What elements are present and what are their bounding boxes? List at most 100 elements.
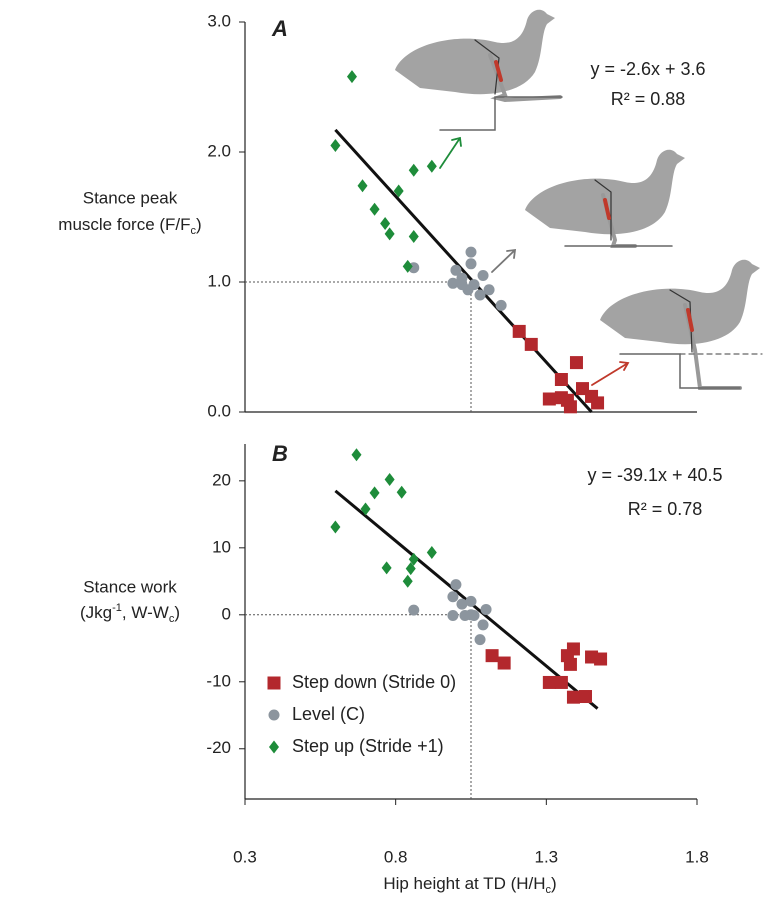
marker-diamond (369, 486, 380, 500)
y-tick-label: 10 (212, 537, 231, 556)
marker-square (594, 652, 608, 666)
marker-square (566, 690, 580, 704)
arrows (439, 136, 630, 386)
x-tick-label: 1.3 (535, 847, 559, 866)
y-tick-label: 2.0 (207, 141, 231, 160)
marker-circle (447, 609, 459, 621)
marker-square (566, 642, 580, 656)
marker-circle (465, 609, 477, 621)
marker-diamond (346, 70, 357, 84)
marker-square (485, 649, 499, 663)
label-part: c (169, 613, 175, 625)
marker-circle (456, 279, 468, 291)
marker-diamond (330, 139, 341, 152)
y-tick-label: 20 (212, 470, 231, 489)
marker-square (569, 356, 583, 370)
y-label: Stance peak (83, 188, 178, 207)
marker-diamond (380, 217, 391, 230)
marker-diamond (402, 574, 413, 588)
label-part: , W-W (122, 603, 169, 622)
marker-circle (474, 634, 486, 646)
marker-square (579, 690, 593, 704)
label-part: ) (196, 215, 202, 234)
bird-level (525, 149, 685, 248)
marker-diamond (408, 230, 419, 243)
marker-square (554, 675, 568, 689)
marker-diamond (408, 163, 419, 177)
x-tick-label: 0.8 (384, 847, 408, 866)
marker-diamond (384, 473, 395, 486)
marker-square (563, 657, 577, 671)
marker-circle (495, 299, 507, 311)
y-tick-label: 0.0 (207, 401, 231, 420)
y-label: Stance work (83, 577, 177, 596)
marker-diamond (357, 179, 368, 193)
marker-square (554, 373, 568, 386)
label-part: (Jkg (80, 603, 112, 622)
marker-diamond (396, 485, 407, 499)
marker-diamond (351, 448, 362, 462)
equation: y = -2.6x + 3.6 (590, 59, 705, 79)
r-squared: R² = 0.88 (611, 89, 686, 109)
marker-circle (477, 270, 489, 281)
marker-square (524, 337, 538, 351)
marker-square (542, 392, 556, 406)
y-tick-label: -20 (206, 738, 231, 757)
marker-circle (465, 258, 477, 270)
marker-circle (450, 264, 462, 276)
x-tick-label: 1.8 (685, 847, 709, 866)
legend-label: Step up (Stride +1) (292, 736, 444, 756)
marker-circle (447, 277, 459, 289)
y-tick-label: 0 (222, 604, 231, 623)
marker-diamond (426, 546, 437, 560)
r-squared: R² = 0.78 (628, 499, 703, 519)
y-tick-label: 1.0 (207, 271, 231, 290)
marker-diamond (330, 520, 341, 534)
marker-circle (447, 591, 459, 603)
marker-diamond (405, 562, 416, 576)
marker-diamond (402, 259, 413, 273)
marker-circle (465, 246, 477, 258)
y-label: muscle force (F/Fc) (58, 215, 201, 236)
fit-line (334, 128, 593, 414)
marker-circle (456, 598, 468, 610)
marker-diamond (381, 561, 392, 575)
marker-diamond (369, 202, 380, 216)
bird-step-down (600, 259, 763, 390)
illustrations (395, 9, 763, 390)
marker-square (512, 324, 526, 338)
x-tick-label: 0.3 (233, 847, 257, 866)
x-label: Hip height at TD (H/Hc) (383, 874, 556, 895)
label-part: muscle force (F/F (58, 215, 190, 234)
bird-step-up (395, 9, 563, 131)
marker-circle (408, 604, 420, 616)
y-label: (Jkg-1, W-Wc) (80, 602, 180, 625)
y-tick-label: 3.0 (207, 11, 231, 30)
marker-diamond (393, 184, 404, 198)
legend-label: Level (C) (292, 704, 365, 724)
marker-diamond (408, 552, 419, 566)
label-part: c (191, 225, 197, 237)
label-part: Hip height at TD (H/H (383, 874, 545, 893)
label-part: c (546, 884, 552, 896)
marker-square (563, 400, 577, 414)
panel-label: A (271, 16, 288, 41)
marker-diamond (426, 159, 437, 173)
legend-marker (269, 740, 279, 754)
panel-label: B (272, 441, 288, 466)
equation: y = -39.1x + 40.5 (587, 465, 722, 485)
marker-circle (465, 595, 477, 607)
marker-circle (474, 289, 486, 301)
marker-circle (450, 579, 462, 591)
marker-diamond (384, 227, 395, 241)
marker-circle (480, 603, 492, 615)
label-part: ) (551, 874, 557, 893)
label-part: -1 (112, 602, 122, 614)
marker-circle (477, 619, 489, 631)
marker-square (497, 656, 511, 670)
legend-label: Step down (Stride 0) (292, 672, 456, 692)
marker-square (591, 396, 605, 410)
legend-marker (268, 709, 280, 721)
label-part: ) (174, 603, 180, 622)
